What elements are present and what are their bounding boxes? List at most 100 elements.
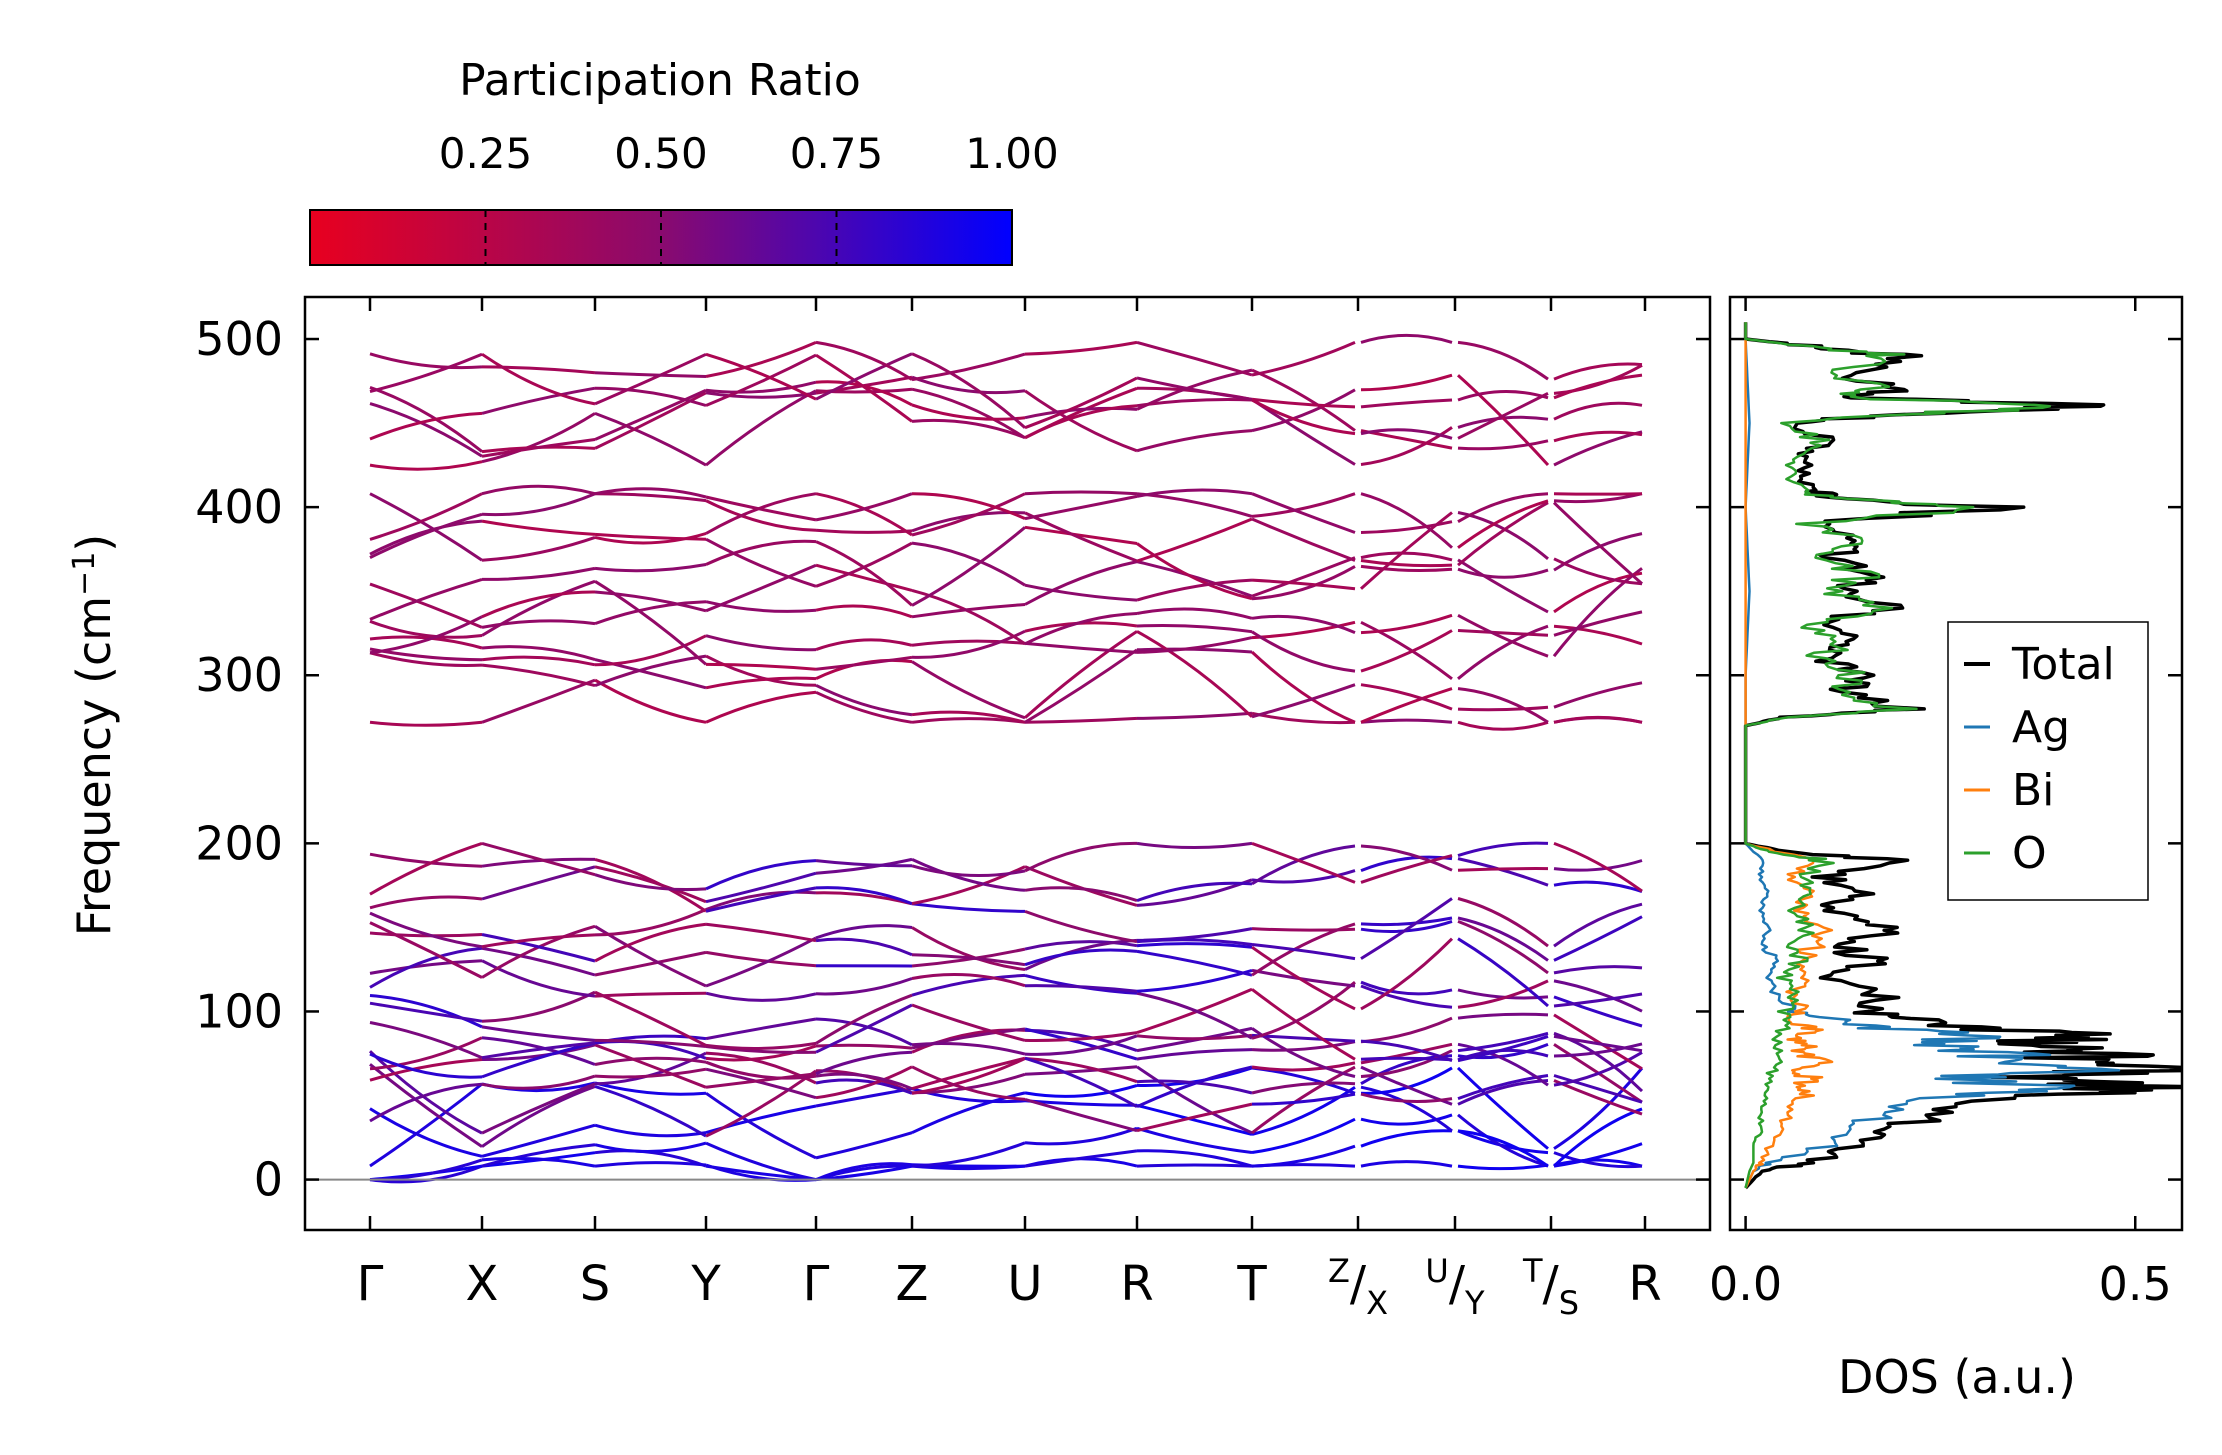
band-structure-panel: 0 100 200 300 400 500 Γ X S Y Γ Z U R T Z/X U/Y T/S R Fre… (67, 295, 1712, 1322)
band-line (594, 386, 707, 407)
band-line (1136, 492, 1253, 518)
band-line (369, 911, 483, 949)
band-line (481, 492, 596, 517)
band-line (1457, 1113, 1549, 1168)
band-line (1360, 1042, 1453, 1065)
kpoint-label: U/Y (1425, 1252, 1485, 1322)
band-line (911, 947, 1026, 968)
band-line (1457, 1012, 1549, 1020)
dos-series-bi (1744, 322, 1834, 1189)
band-line (594, 487, 707, 499)
band-line (1136, 1102, 1253, 1133)
band-line (368, 1050, 483, 1135)
band-line (594, 865, 707, 904)
band-line (1553, 841, 1643, 893)
band-line (1251, 1061, 1356, 1072)
band-line (1251, 968, 1356, 988)
band-line (911, 492, 1026, 537)
band-line (481, 1043, 596, 1062)
kpoint-label: Y (690, 1256, 721, 1312)
legend-label: Bi (2012, 765, 2054, 816)
band-line (705, 389, 817, 467)
band-line (815, 1043, 913, 1050)
band-line (815, 937, 913, 957)
band-line (1553, 1074, 1643, 1104)
band-line (1024, 948, 1138, 967)
band-line (594, 873, 707, 892)
band-line (1457, 867, 1549, 872)
band-line (911, 1042, 1026, 1056)
band-line (1136, 578, 1253, 602)
band-line (1024, 940, 1138, 951)
band-line (594, 388, 707, 441)
band-line (1457, 558, 1549, 614)
band-line (911, 492, 1026, 520)
colorbar: Participation Ratio 0.25 0.50 0.75 1.00 (309, 55, 1059, 266)
band-line (1457, 492, 1549, 523)
band-line (1360, 629, 1453, 673)
band-line (594, 1038, 707, 1048)
band-line (911, 352, 1026, 382)
band-line (369, 1058, 483, 1082)
band-line (481, 865, 596, 901)
band-line (481, 412, 596, 464)
band-line (481, 1143, 596, 1168)
band-line (1024, 841, 1138, 873)
band-line (1136, 1163, 1253, 1168)
band-line (1136, 1149, 1253, 1168)
band-line (705, 950, 817, 968)
band-line (369, 895, 483, 910)
band-line (1251, 630, 1356, 673)
band-line (911, 511, 1026, 533)
band-line (481, 519, 596, 536)
y-axis-label: Frequency (cm−1) (67, 534, 121, 937)
band-line (481, 1156, 596, 1168)
band-line (705, 662, 817, 671)
band-line (705, 654, 817, 687)
band-line (705, 890, 817, 911)
band-line (1251, 397, 1356, 409)
band-line (1553, 715, 1643, 724)
band-line (1024, 938, 1138, 971)
band-line (1553, 1067, 1644, 1150)
band-line (594, 580, 707, 666)
band-line (815, 492, 913, 522)
band-line (815, 528, 913, 534)
band-line (481, 386, 596, 415)
band-line (1024, 1034, 1138, 1056)
band-line (911, 387, 1026, 440)
band-line (1360, 916, 1453, 927)
band-line (481, 1041, 596, 1079)
band-line (1136, 340, 1253, 377)
band-line (369, 1107, 483, 1158)
y-tick-label: 0 (254, 1153, 283, 1207)
band-line (705, 936, 817, 988)
band-line (1024, 1097, 1138, 1133)
band-line (705, 352, 817, 401)
band-line (594, 411, 707, 467)
band-line (1360, 718, 1453, 724)
band-line (1136, 517, 1253, 563)
band-line (1251, 844, 1356, 886)
band-line (1553, 880, 1643, 894)
band-line (705, 859, 817, 891)
band-plot-frame (303, 295, 1712, 1232)
band-line (481, 1085, 596, 1148)
band-line (911, 639, 1026, 647)
band-line (1136, 938, 1253, 946)
band-line (1136, 1065, 1253, 1135)
band-line (1553, 681, 1643, 709)
band-line (594, 532, 707, 541)
dos-x-tick-label: 0.5 (2099, 1257, 2172, 1311)
band-line (815, 683, 913, 717)
band-line (1251, 927, 1356, 932)
band-line (369, 512, 483, 559)
band-line (1136, 1126, 1253, 1154)
band-line (369, 460, 483, 471)
band-line (369, 385, 483, 453)
band-line (911, 541, 1026, 587)
band-line (369, 1021, 483, 1060)
band-line (481, 1074, 596, 1090)
band-line (1250, 650, 1356, 724)
band-line (594, 922, 707, 963)
